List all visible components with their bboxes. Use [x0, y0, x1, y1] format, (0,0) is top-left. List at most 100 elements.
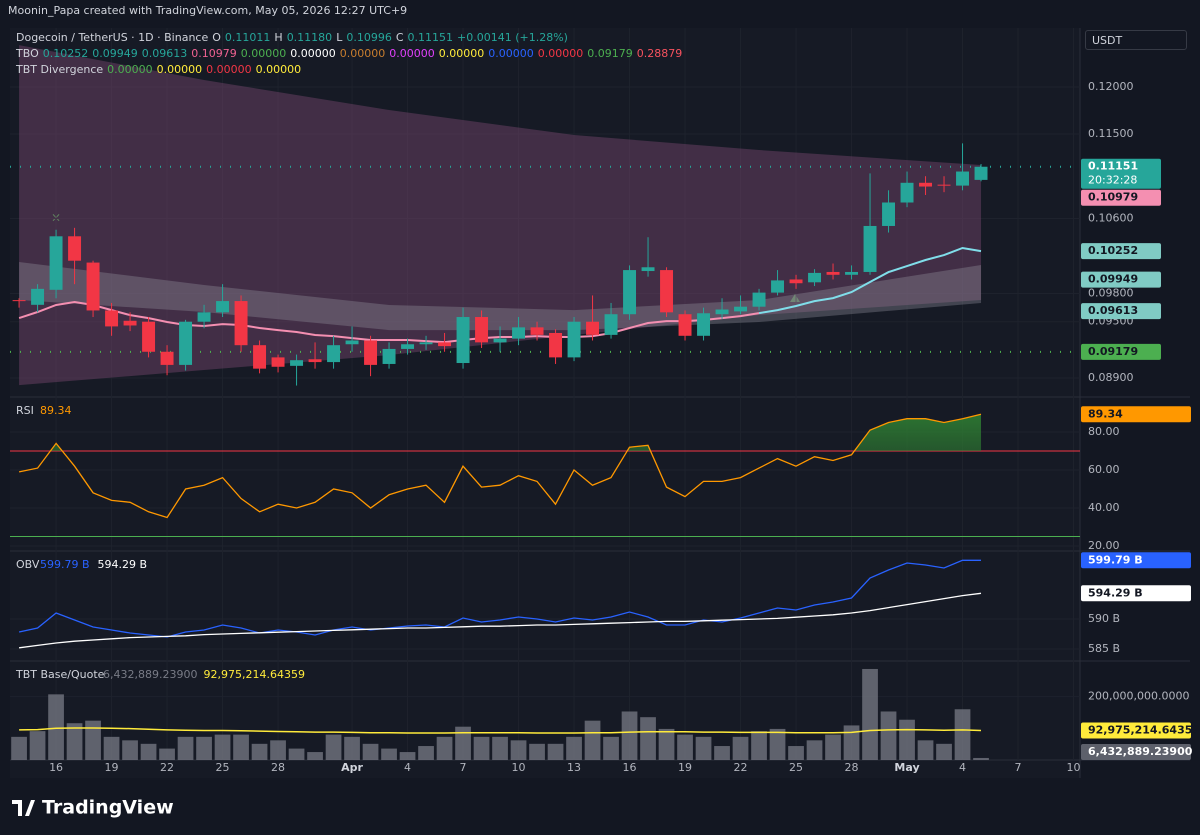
indicator-value: 0.09613 [141, 47, 188, 60]
candle-body [956, 171, 970, 186]
price-label-bg [1081, 158, 1161, 189]
ohlc-key: C [395, 31, 404, 44]
volume-bar [529, 743, 545, 760]
indicator-value: 0.09179 [587, 47, 633, 60]
candle-body [382, 348, 396, 364]
credit: Moonin_Papa created with TradingView.com… [8, 4, 408, 17]
x-tick-label: 4 [959, 761, 966, 774]
y-tick-label: 585 B [1088, 642, 1120, 655]
volume-bar [658, 728, 675, 760]
volume-bar [640, 717, 656, 760]
candle-body [475, 317, 489, 343]
candle-body [900, 182, 914, 203]
y-tick-label: 40.00 [1088, 501, 1120, 514]
volume-bar [732, 736, 749, 760]
price-label: 89.34 [1088, 407, 1123, 420]
plot-area [10, 28, 1080, 778]
indicator-value: 0.10979 [191, 47, 237, 60]
volume-bar [399, 752, 416, 760]
volume-bar [288, 748, 305, 760]
price-label: 0.09613 [1088, 304, 1138, 317]
price-label: 0.10979 [1088, 191, 1138, 204]
candle-body [771, 280, 785, 293]
indicator-line [18, 413, 982, 519]
volume-bar [973, 757, 989, 760]
volume-bar [325, 734, 342, 760]
logo-text: TradingView [42, 797, 174, 819]
candle-body [68, 236, 82, 261]
indicator-line [19, 592, 982, 649]
price-label-bg [1081, 585, 1191, 602]
price-label: 6,432,889.23900 [1088, 745, 1193, 758]
volume-bar [825, 734, 841, 760]
indicator-value: 0.00000 [290, 47, 336, 60]
candle-body [715, 309, 729, 315]
y-tick-label: 80.00 [1088, 425, 1120, 438]
legend-value: 594.29 B [98, 558, 148, 571]
volume-bar [307, 752, 323, 760]
volume-bar [862, 668, 878, 760]
volume-bar [48, 694, 64, 760]
candle-body [808, 272, 822, 283]
volume-bar [677, 734, 693, 760]
legend-value: 89.34 [40, 404, 72, 417]
volume-bar [917, 740, 934, 760]
price-label-bg [1081, 343, 1161, 360]
candle-body [197, 312, 211, 322]
indicator-value: 0.00000 [537, 47, 584, 60]
y-tick-label: 0.10600 [1088, 211, 1134, 224]
volume-bar [769, 728, 786, 760]
indicator-value: 0.00000 [389, 47, 435, 60]
candle-body [49, 236, 63, 290]
candle-body [327, 345, 341, 363]
indicator-name: TBO [16, 47, 39, 60]
x-tick-label: Apr [341, 761, 363, 774]
y-tick-label: 60.00 [1088, 463, 1120, 476]
volume-bar [899, 719, 915, 760]
volume-bar [344, 736, 360, 760]
currency-button[interactable]: USDT [1085, 30, 1187, 50]
candle-body [826, 271, 840, 275]
price-label: 599.79 B [1088, 553, 1143, 566]
y-tick-label: 0.11500 [1088, 127, 1134, 140]
logo-icon [12, 800, 35, 816]
volume-bar [751, 731, 767, 760]
indicator-value: 0.10252 [42, 47, 89, 60]
candle-body [734, 306, 748, 312]
ohlc-value: 0.11011 [224, 31, 271, 44]
volume-bar [695, 736, 712, 760]
y-tick-label: 0.09800 [1088, 287, 1134, 300]
price-label-bg [1081, 406, 1191, 423]
price-label: 594.29 B [1088, 586, 1143, 599]
candle-body [401, 344, 415, 349]
ohlc-key: L [336, 31, 343, 44]
indicator-value: 0.00000 [255, 63, 302, 76]
volume-bar [381, 748, 397, 760]
price-label: 0.09949 [1088, 273, 1138, 286]
candle-body [567, 321, 581, 358]
price-label-bg [1081, 552, 1191, 569]
volume-bar [584, 720, 601, 760]
x-tick-label: 22 [160, 761, 174, 774]
volume-bar [418, 746, 434, 760]
pane-title: RSI [16, 404, 34, 417]
volume-bar [270, 740, 286, 760]
volume-bar [843, 725, 860, 760]
candle-body [123, 320, 137, 326]
candle-body [678, 314, 692, 336]
ohlc-value: 0.11180 [286, 31, 333, 44]
volume-bar [11, 736, 27, 760]
ohlc-key: H [274, 31, 283, 44]
price-label: 92,975,214.64359 [1088, 724, 1200, 737]
volume-bar [85, 720, 101, 760]
x-tick-label: 16 [49, 761, 63, 774]
pane-title: OBV [16, 558, 40, 571]
candle-body [623, 270, 637, 315]
candle-body [308, 359, 322, 363]
volume-bar [603, 736, 619, 760]
x-tick-label: 16 [623, 761, 637, 774]
indicator-name: TBT Divergence [16, 63, 104, 76]
x-tick-label: 13 [567, 761, 581, 774]
indicator-value: 0.09949 [92, 47, 138, 60]
volume-bar [455, 726, 471, 760]
